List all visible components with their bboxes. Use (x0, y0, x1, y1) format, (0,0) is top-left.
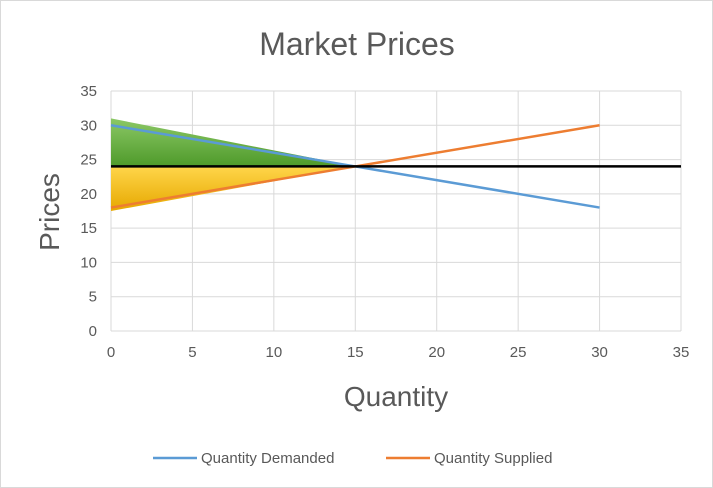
x-axis-label: Quantity (344, 381, 448, 412)
x-tick-label-20: 20 (428, 344, 445, 361)
y-tick-label-15: 15 (80, 220, 97, 237)
x-tick-label-25: 25 (510, 344, 527, 361)
y-tick-label-20: 20 (80, 186, 97, 203)
legend-label-1: Quantity Supplied (434, 450, 552, 467)
chart-title: Market Prices (259, 26, 455, 62)
legend: Quantity Demanded Quantity Supplied (153, 450, 552, 467)
y-axis-label: Prices (34, 173, 65, 251)
y-tick-label-10: 10 (80, 254, 97, 271)
y-tick-label-30: 30 (80, 117, 97, 134)
legend-label-0: Quantity Demanded (201, 450, 334, 467)
y-tick-label-35: 35 (80, 83, 97, 100)
y-tick-label-5: 5 (89, 289, 97, 306)
x-tick-label-30: 30 (591, 344, 608, 361)
x-tick-label-10: 10 (266, 344, 283, 361)
tick-labels: 0 5 10 15 20 25 30 35 0 5 10 15 20 25 30 35 (80, 83, 689, 361)
x-tick-label-5: 5 (188, 344, 196, 361)
y-tick-label-0: 0 (89, 323, 97, 340)
x-tick-label-15: 15 (347, 344, 364, 361)
consumer-surplus-area (111, 118, 356, 167)
series-lines (110, 124, 681, 209)
y-tick-label-25: 25 (80, 152, 97, 169)
x-tick-label-35: 35 (673, 344, 690, 361)
x-tick-label-0: 0 (107, 344, 115, 361)
